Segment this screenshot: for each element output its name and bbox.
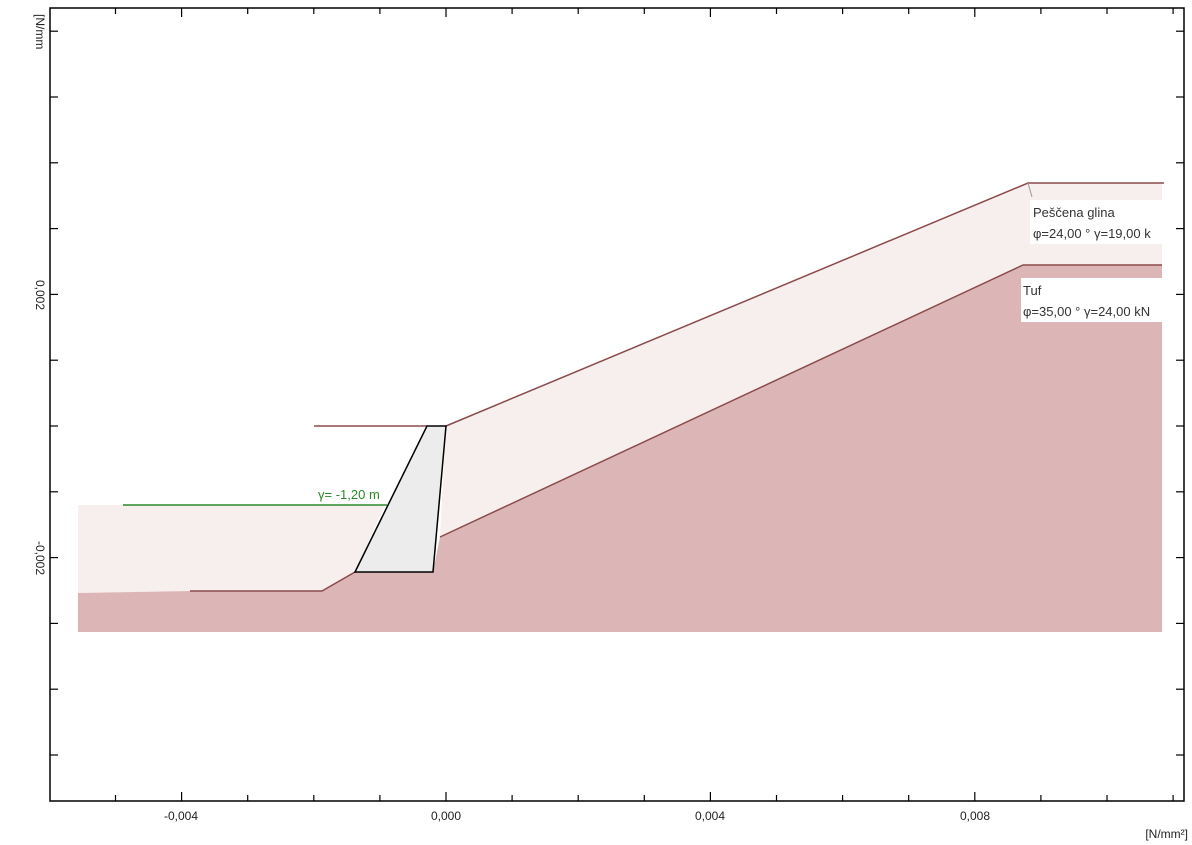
x-tick-label: -0,004 bbox=[164, 809, 198, 823]
layer-pescena-glina-slope bbox=[440, 183, 1162, 537]
pescena-glina-parameters: φ=24,00 ° γ=19,00 k bbox=[1033, 226, 1151, 241]
x-tick-label: 0,004 bbox=[695, 809, 725, 823]
water-level-label-bg bbox=[317, 486, 385, 503]
layer-pescena-glina-left bbox=[78, 505, 385, 593]
x-tick-label: 0,000 bbox=[431, 809, 461, 823]
layer-tuf bbox=[78, 265, 1162, 632]
water-level-label: γ= -1,20 m bbox=[318, 487, 380, 502]
axis-ticks bbox=[50, 8, 1184, 801]
tuf-label-bg bbox=[1021, 278, 1164, 322]
toe-boundary-line bbox=[190, 571, 356, 592]
pescena-glina-name: Peščena glina bbox=[1033, 205, 1115, 220]
tuf-parameters: φ=35,00 ° γ=24,00 kN bbox=[1023, 304, 1150, 319]
tuf-name: Tuf bbox=[1023, 283, 1042, 298]
retaining-wall bbox=[353, 425, 447, 573]
plot-frame bbox=[49, 7, 1185, 802]
pescena-glina-label-bg bbox=[1030, 200, 1164, 244]
x-tick-label: 0,008 bbox=[960, 809, 990, 823]
y-tick-label: -0,002 bbox=[33, 541, 47, 575]
tuf-boundary-line bbox=[439, 264, 1162, 538]
y-tick-label: 0,002 bbox=[33, 280, 47, 310]
layer-label-leader bbox=[1027, 182, 1033, 198]
x-axis-unit: [N/mm²] bbox=[1145, 827, 1188, 841]
y-axis-unit: [N/mm bbox=[33, 14, 47, 49]
